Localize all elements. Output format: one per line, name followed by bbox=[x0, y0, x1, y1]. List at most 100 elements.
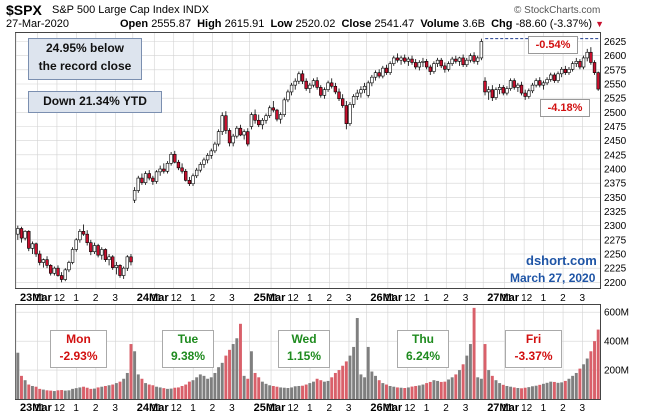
price-tick-label: 2525 bbox=[604, 94, 627, 105]
volume-bar-up bbox=[231, 344, 235, 399]
x-tick-label-bottom: 2 bbox=[560, 403, 566, 414]
candle-up bbox=[373, 72, 378, 78]
candle-down bbox=[45, 259, 49, 266]
high-label: High bbox=[197, 18, 222, 30]
x-tick-label-bottom: 1 bbox=[190, 403, 196, 414]
day-pct: 6.24% bbox=[405, 349, 441, 363]
candle-down bbox=[275, 109, 279, 120]
volume-bar-down bbox=[520, 388, 523, 399]
volume-bar-up bbox=[348, 355, 352, 399]
volume-bar-down bbox=[443, 381, 447, 399]
candle-up bbox=[417, 62, 422, 68]
symbol: $SPX bbox=[6, 2, 42, 18]
volume-bar-down bbox=[472, 307, 476, 399]
volume-bar-down bbox=[151, 385, 155, 399]
candle-up bbox=[297, 73, 301, 82]
below-record-line1: 24.95% below bbox=[45, 41, 125, 55]
volume-bar-down bbox=[49, 390, 53, 399]
candle-down bbox=[111, 256, 115, 268]
volume-bar-down bbox=[103, 385, 107, 399]
volume-bar-down bbox=[385, 384, 388, 399]
volume-bar-down bbox=[246, 378, 250, 399]
day-pct: 1.15% bbox=[286, 349, 322, 363]
candle-up bbox=[432, 63, 436, 72]
x-tick-label-bottom: 11 bbox=[268, 403, 279, 414]
x-tick-label-bottom: 3 bbox=[112, 403, 118, 414]
volume-bar-down bbox=[96, 387, 100, 399]
candle-up bbox=[242, 131, 246, 136]
volume-bar-up bbox=[78, 387, 82, 399]
candle-down bbox=[315, 80, 319, 88]
volume-bar-up bbox=[290, 387, 294, 399]
x-tick-label-bottom: 23Mar bbox=[20, 402, 53, 414]
candle-up bbox=[465, 59, 469, 66]
x-tick-label-top: 12 bbox=[288, 293, 300, 304]
volume-label: Volume bbox=[420, 18, 460, 30]
volume-bar-up bbox=[355, 318, 359, 399]
candle-down bbox=[304, 80, 308, 89]
candle-up bbox=[479, 41, 484, 59]
candle-up bbox=[264, 115, 268, 121]
volume-bar-down bbox=[523, 387, 527, 399]
candle-down bbox=[176, 161, 181, 169]
candle-up bbox=[52, 267, 57, 274]
candle-up bbox=[16, 228, 20, 235]
candle-down bbox=[592, 62, 597, 73]
x-tick-label-bottom: 27Mar bbox=[487, 402, 520, 414]
price-tick-label: 2400 bbox=[604, 165, 627, 176]
close-value: 2541.47 bbox=[374, 18, 415, 30]
candle-up bbox=[235, 127, 239, 137]
x-tick-label-bottom: 2 bbox=[326, 403, 332, 414]
candle-up bbox=[545, 79, 549, 84]
candle-up bbox=[556, 73, 560, 81]
candle-down bbox=[184, 170, 188, 181]
volume-bar-up bbox=[476, 377, 480, 399]
volume-bar-down bbox=[552, 381, 556, 399]
volume-bar-up bbox=[52, 391, 56, 399]
x-tick-label-bottom: 1 bbox=[73, 403, 79, 414]
day-box-fri: Fri -3.37% bbox=[505, 330, 562, 368]
candle-down bbox=[439, 59, 443, 67]
candle-down bbox=[596, 72, 600, 90]
close-label: Close bbox=[341, 18, 372, 30]
volume-bar-up bbox=[220, 362, 224, 399]
candle-down bbox=[257, 119, 261, 126]
candle-up bbox=[574, 61, 578, 64]
candle-up bbox=[158, 168, 162, 173]
volume-bar-down bbox=[403, 388, 407, 399]
volume-bar-down bbox=[184, 384, 188, 399]
volume-bar-up bbox=[107, 385, 111, 399]
candle-down bbox=[300, 73, 305, 82]
price-tick-label: 2350 bbox=[604, 193, 627, 204]
candle-up bbox=[41, 259, 46, 263]
candle-down bbox=[38, 253, 42, 263]
volume-bar-up bbox=[582, 364, 586, 399]
open-label: Open bbox=[120, 18, 149, 30]
x-tick-label-bottom: 2 bbox=[443, 403, 449, 414]
candle-down bbox=[81, 231, 86, 235]
volume-bar-up bbox=[560, 382, 564, 399]
candle-up bbox=[216, 131, 221, 145]
day-box-tue: Tue 9.38% bbox=[162, 330, 214, 368]
candle-down bbox=[147, 173, 151, 179]
volume-bar-down bbox=[593, 341, 596, 399]
candle-up bbox=[476, 57, 480, 62]
candle-up bbox=[468, 55, 473, 61]
x-tick-label-top: 3 bbox=[463, 293, 469, 304]
x-tick-label-bottom: 12 bbox=[404, 403, 416, 414]
volume-bar-down bbox=[224, 355, 228, 399]
volume-bar-up bbox=[498, 383, 502, 399]
candle-down bbox=[96, 245, 100, 256]
candle-down bbox=[413, 62, 418, 68]
candle-up bbox=[249, 114, 254, 127]
x-tick-label-top: 23Mar bbox=[20, 292, 53, 304]
x-tick-label-top: 12 bbox=[171, 293, 183, 304]
x-tick-label-top: 11 bbox=[385, 293, 396, 304]
candle-down bbox=[271, 107, 276, 111]
x-tick-label-top: 3 bbox=[229, 293, 235, 304]
volume-bar-up bbox=[209, 377, 213, 399]
candle-up bbox=[348, 104, 352, 124]
candle-up bbox=[541, 82, 546, 86]
x-tick-label-bottom: 1 bbox=[307, 403, 313, 414]
